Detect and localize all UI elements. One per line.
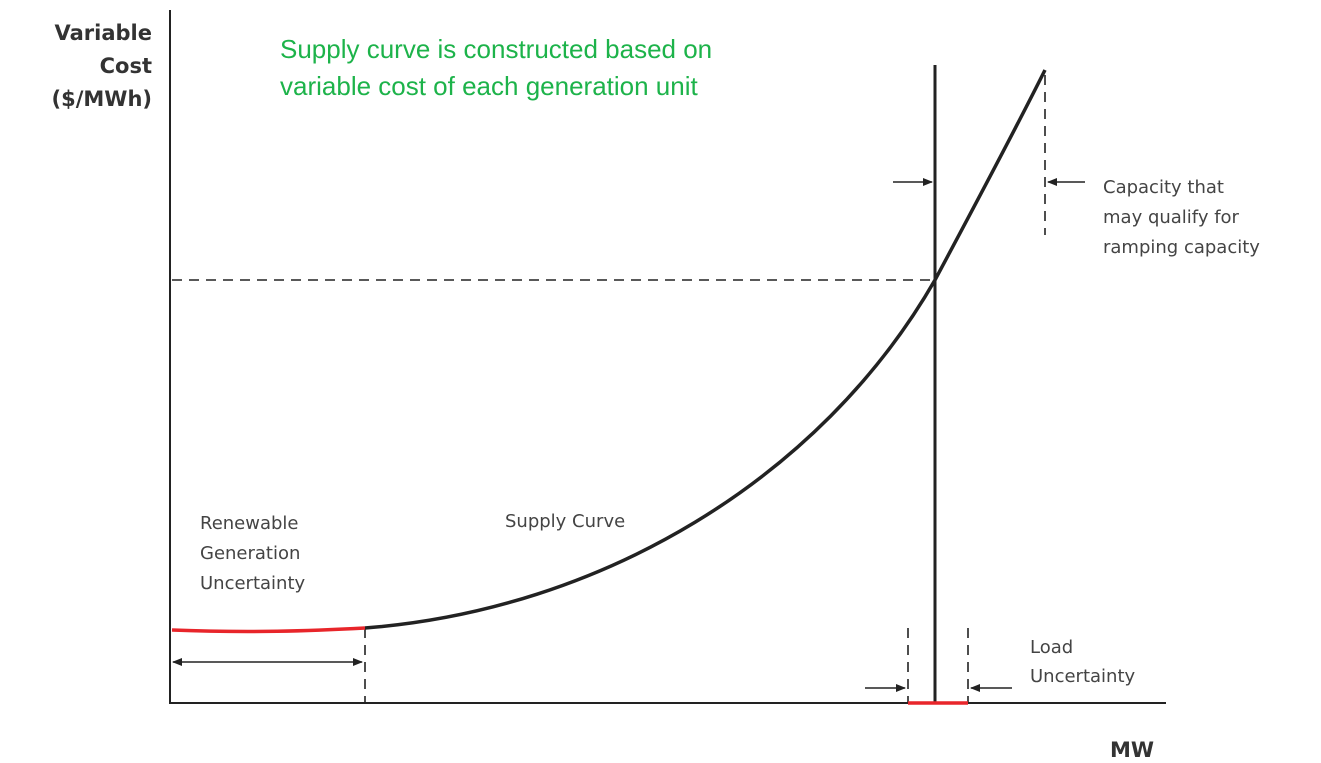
- load-label: Uncertainty: [1030, 666, 1136, 687]
- supply-curve-label: Supply Curve: [505, 511, 625, 532]
- arrows: [172, 178, 1085, 692]
- y-label: Variable: [55, 21, 152, 45]
- x-label: MW: [1110, 738, 1154, 762]
- capacity-label: may qualify for: [1103, 207, 1240, 228]
- renewable-label: Uncertainty: [200, 573, 306, 594]
- renewable-segment: [171, 626, 366, 634]
- capacity-label: ramping capacity: [1103, 237, 1260, 258]
- note: variable cost of each generation unit: [280, 71, 698, 101]
- supply-curve: [364, 69, 1047, 630]
- renewable-label: Generation: [200, 543, 300, 564]
- y-label: Cost: [100, 54, 152, 78]
- renewable-label: Renewable: [200, 513, 299, 534]
- capacity-label: Capacity that: [1103, 177, 1224, 198]
- note: Supply curve is constructed based on: [280, 34, 712, 64]
- load-label: Load: [1030, 637, 1073, 658]
- dashed-guides: [172, 75, 1046, 703]
- y-label: ($/MWh): [52, 87, 153, 111]
